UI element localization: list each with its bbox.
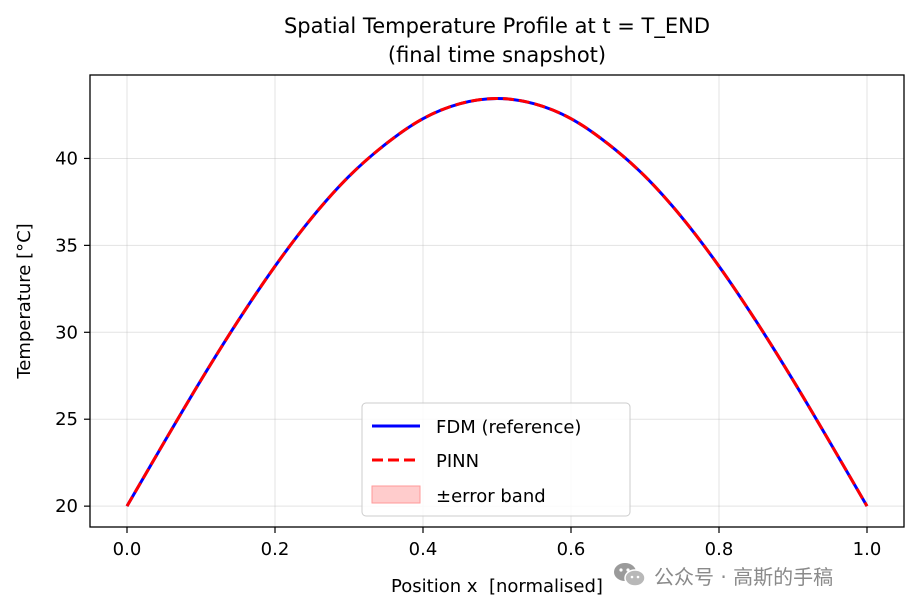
x-tick-label-4: 0.8 [705,539,734,560]
x-tick-label-1: 0.2 [261,539,290,560]
chart-subtitle: (final time snapshot) [388,43,606,67]
y-tick-label-1: 25 [55,409,78,430]
y-axis-label: Temperature [°C] [14,223,35,379]
x-tick-label-0: 0.0 [113,539,142,560]
plot-series [125,96,869,507]
axis-ticks: 0.0 0.2 0.4 0.6 0.8 1.0 20 25 30 35 40 [55,148,881,560]
y-tick-label-0: 20 [55,496,78,517]
y-tick-label-4: 40 [55,148,78,169]
legend-label-pinn: PINN [436,451,479,472]
wechat-icon [614,563,646,587]
plot-area-frame [89,74,905,528]
legend-swatch-error-band [371,485,421,504]
legend-box [361,402,631,517]
legend-label-error-band: ±error band [436,486,546,507]
series-line-pinn [125,96,869,507]
y-tick-label-3: 35 [55,235,78,256]
legend: FDM (reference) PINN ±error band [361,402,631,517]
x-tick-label-2: 0.4 [409,539,438,560]
watermark: 公众号 · 高斯的手稿 [612,559,833,591]
x-axis-label: Position x [normalised] [391,576,603,597]
watermark-text: 公众号 · 高斯的手稿 [654,564,834,589]
x-tick-label-5: 1.0 [853,539,882,560]
legend-label-fdm: FDM (reference) [436,417,581,438]
chart-title: Spatial Temperature Profile at t = T_END [284,14,710,39]
grid [90,75,904,527]
y-tick-label-2: 30 [55,322,78,343]
x-tick-label-3: 0.6 [557,539,586,560]
